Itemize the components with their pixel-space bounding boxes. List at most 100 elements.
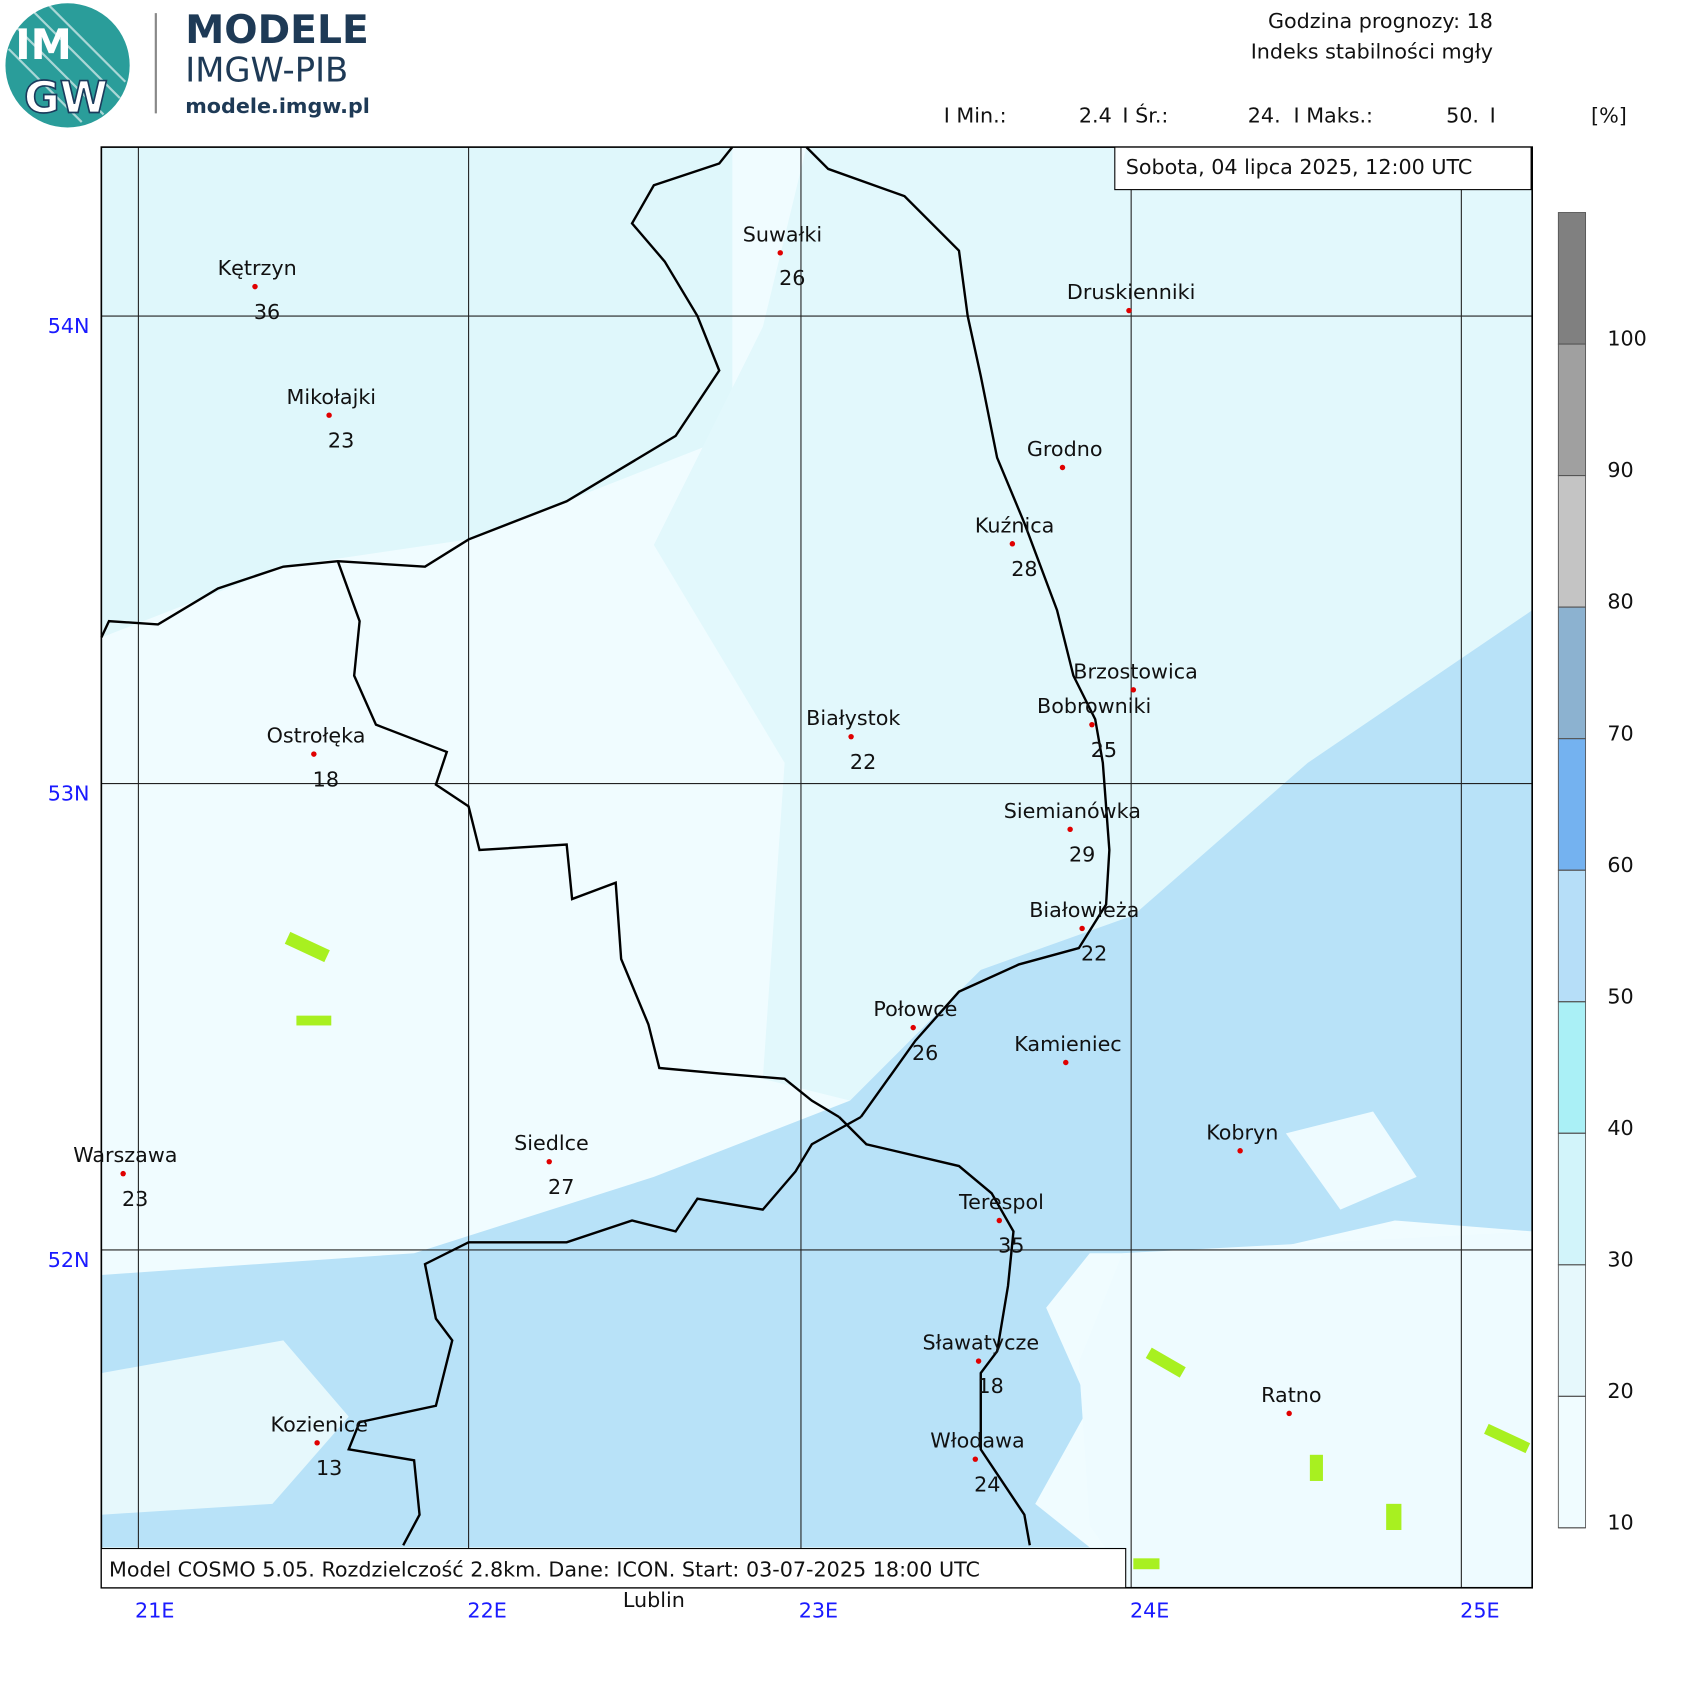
- city-name: Suwałki: [743, 222, 822, 246]
- city-value: 26: [912, 1041, 938, 1065]
- city-dot: [546, 1158, 552, 1165]
- city-value: 35: [998, 1234, 1024, 1258]
- city-name: Brzostowica: [1073, 659, 1197, 683]
- offmap-label: Lublin: [623, 1588, 685, 1612]
- city-dot: [1237, 1148, 1243, 1154]
- city-dot: [975, 1358, 982, 1364]
- city-value: 29: [1069, 842, 1095, 866]
- city-value: 23: [122, 1187, 148, 1211]
- city-value: 22: [1081, 942, 1107, 966]
- lon-label: 23E: [799, 1599, 838, 1623]
- city-name: Grodno: [1027, 437, 1103, 461]
- field-area: [1285, 1111, 1417, 1210]
- stat: 50.: [1446, 104, 1479, 128]
- city-dot: [252, 283, 258, 290]
- stat: I Maks.:: [1294, 104, 1374, 128]
- city-value: 25: [1091, 738, 1117, 762]
- city-name: Bobrowniki: [1037, 694, 1151, 718]
- colorbar-label: 80: [1607, 590, 1633, 614]
- logo-text: IM: [15, 21, 72, 69]
- city-name: Siemianówka: [1004, 799, 1141, 823]
- logo-circle: [5, 3, 130, 128]
- forecast-hour: Godzina prognozy: 18: [1268, 9, 1493, 33]
- stat: I: [1490, 104, 1496, 128]
- city-value: 18: [313, 767, 339, 791]
- org: IMGW-PIB: [185, 50, 348, 89]
- city-name: Druskienniki: [1067, 280, 1195, 304]
- field-area: [101, 147, 733, 638]
- city-name: Kamieniec: [1014, 1032, 1121, 1056]
- city-name: Białystok: [806, 706, 900, 730]
- city-value: 28: [1011, 557, 1037, 581]
- stat: 2.4: [1079, 104, 1112, 128]
- city-name: Warszawa: [73, 1143, 177, 1167]
- city-dot: [1079, 925, 1085, 932]
- colorbar-label: 50: [1607, 984, 1633, 1008]
- lon-label: 21E: [135, 1599, 174, 1623]
- city-dot: [1126, 307, 1132, 314]
- lon-label: 22E: [467, 1599, 506, 1623]
- city-value: 22: [850, 750, 876, 774]
- footer: Model COSMO 5.05. Rozdzielczość 2.8km. D…: [109, 1557, 980, 1581]
- city-name: Białowieża: [1029, 898, 1139, 922]
- city-dot: [1286, 1410, 1292, 1417]
- borders: [100, 146, 1111, 1546]
- footer-box: [100, 1547, 1127, 1589]
- colorbar-label: 30: [1607, 1247, 1633, 1271]
- city-value: 24: [974, 1472, 1000, 1496]
- city-name: Kuźnica: [975, 513, 1054, 537]
- city-dot: [311, 751, 317, 757]
- stat: I Śr.:: [1122, 103, 1168, 128]
- stats: I Min.: 2.4 I Śr.: 24. I Maks.: 50. I [%]: [944, 103, 1627, 128]
- city-name: Włodawa: [930, 1429, 1024, 1453]
- colorbar-label: 90: [1607, 458, 1633, 482]
- colorbar-band: [1557, 212, 1587, 345]
- city-dot: [326, 412, 332, 418]
- city-name: Ostrołęka: [267, 724, 366, 748]
- city-value: 13: [316, 1456, 342, 1480]
- url: modele.imgw.pl: [185, 94, 370, 118]
- colorbar-band: [1557, 1264, 1587, 1397]
- city-name: Terespol: [958, 1190, 1044, 1214]
- city-value: 23: [328, 428, 354, 452]
- colorbar-band: [1557, 606, 1587, 740]
- graticule: [101, 147, 1533, 1588]
- lon-label: 25E: [1460, 1599, 1499, 1623]
- field-area: [101, 610, 1533, 1548]
- city-name: Kozienice: [271, 1412, 369, 1436]
- stat: [%]: [1591, 104, 1627, 128]
- colorbar-band: [1557, 475, 1587, 608]
- city-dot: [1009, 541, 1016, 547]
- city-dot: [972, 1456, 979, 1462]
- lat-label: 53N: [48, 781, 90, 805]
- city-name: Połowce: [873, 997, 957, 1021]
- brand: MODELE: [185, 8, 369, 53]
- field: [101, 147, 1533, 1588]
- colorbar-band: [1557, 343, 1587, 477]
- logo-text: GW: [24, 73, 108, 123]
- stat: 24.: [1248, 104, 1281, 128]
- city-dot: [1089, 721, 1095, 728]
- colorbar-band: [1557, 738, 1587, 871]
- field-area: [1078, 1231, 1533, 1588]
- lon-label: 24E: [1130, 1599, 1169, 1623]
- field-area: [653, 147, 1533, 1101]
- colorbar-label: 70: [1607, 721, 1633, 745]
- cities: Kętrzyn 36 Suwałki 26 Druskienniki Mikołajki 2…: [73, 222, 1321, 1496]
- colorbar-band: [1557, 869, 1587, 1003]
- city-name: Kobryn: [1206, 1120, 1278, 1144]
- city-dot: [1067, 826, 1073, 833]
- city-name: Kętrzyn: [218, 256, 297, 280]
- colorbar-label: 10: [1607, 1510, 1633, 1534]
- city-value: 27: [548, 1175, 574, 1199]
- date: Sobota, 04 lipca 2025, 12:00 UTC: [1126, 155, 1473, 179]
- patches: [284, 931, 1531, 1570]
- city-name: Mikołajki: [287, 385, 377, 409]
- colorbar: 10 20 30 40 50 60 70 80 90 100: [1557, 212, 1647, 1534]
- colorbar-label: 100: [1607, 327, 1647, 351]
- city-value: 26: [779, 266, 805, 290]
- city-dot: [996, 1217, 1003, 1224]
- city-dot: [1059, 464, 1066, 471]
- city-dot: [777, 250, 783, 256]
